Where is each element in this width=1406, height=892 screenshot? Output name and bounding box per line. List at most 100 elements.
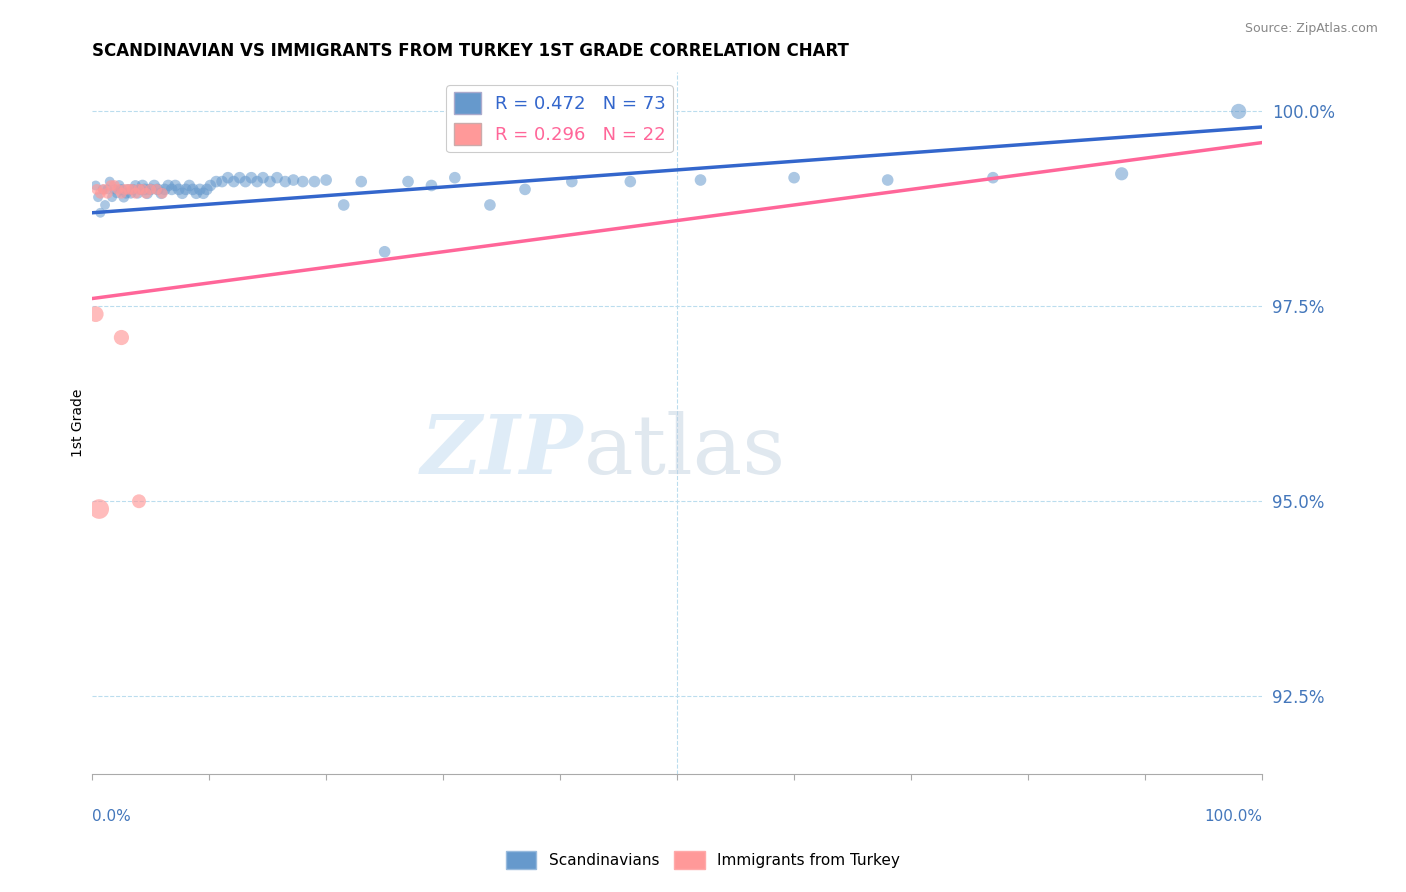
Legend: R = 0.472   N = 73, R = 0.296   N = 22: R = 0.472 N = 73, R = 0.296 N = 22 (446, 85, 673, 153)
Point (98, 175, 121, 189)
Point (121, 182, 143, 196)
Point (186, 186, 208, 201)
Point (291, 175, 314, 189)
Point (150, 186, 173, 201)
Point (86, 182, 108, 196)
Point (146, 182, 169, 196)
Point (110, 330, 132, 344)
Point (374, 244, 396, 259)
Point (145, 182, 167, 196)
Point (150, 186, 173, 201)
Point (513, 182, 536, 196)
Point (124, 186, 146, 201)
Point (172, 186, 194, 201)
Point (200, 178, 222, 193)
Point (117, 182, 139, 196)
Point (252, 170, 274, 185)
Point (153, 182, 176, 196)
Point (274, 175, 297, 189)
Point (96, 186, 118, 201)
Point (235, 175, 257, 189)
Point (100, 178, 122, 193)
Point (266, 170, 288, 185)
Point (304, 175, 326, 189)
Point (135, 186, 157, 201)
Point (1227, 104, 1250, 119)
Point (117, 182, 139, 196)
Point (93, 182, 115, 196)
Text: atlas: atlas (583, 411, 786, 491)
Point (114, 182, 136, 196)
Point (101, 190, 124, 204)
Point (105, 186, 128, 201)
Point (139, 182, 162, 196)
Point (259, 175, 281, 189)
Text: ZIP: ZIP (420, 411, 583, 491)
Point (165, 178, 187, 193)
Point (195, 182, 218, 196)
Point (129, 182, 152, 196)
Point (120, 186, 142, 201)
Point (108, 178, 131, 193)
Point (103, 182, 125, 196)
Point (107, 182, 129, 196)
Point (240, 170, 263, 185)
Point (561, 175, 583, 189)
Point (84, 178, 107, 193)
Point (179, 178, 201, 193)
Point (217, 170, 239, 185)
Point (134, 182, 156, 196)
Point (246, 175, 269, 189)
Text: Source: ZipAtlas.com: Source: ZipAtlas.com (1244, 22, 1378, 36)
Point (84, 307, 107, 321)
Point (283, 173, 305, 187)
Point (127, 186, 149, 201)
Point (89, 206, 111, 220)
Point (332, 198, 354, 212)
Point (122, 182, 145, 196)
Point (128, 182, 150, 196)
Point (783, 170, 806, 185)
Point (87, 190, 110, 204)
Point (131, 178, 153, 193)
Point (131, 182, 153, 196)
Point (167, 182, 190, 196)
Point (89, 186, 111, 201)
Point (350, 175, 373, 189)
Point (689, 173, 711, 187)
Point (478, 198, 501, 212)
Point (91, 182, 114, 196)
Point (89, 502, 111, 516)
Point (94, 198, 117, 212)
Point (143, 178, 166, 193)
Y-axis label: 1st Grade: 1st Grade (72, 389, 86, 458)
Point (228, 170, 250, 185)
Point (136, 186, 159, 201)
Point (1111, 167, 1133, 181)
Text: 0.0%: 0.0% (93, 809, 131, 824)
Point (315, 173, 337, 187)
Point (619, 175, 641, 189)
Point (222, 175, 245, 189)
Point (139, 182, 162, 196)
Point (128, 494, 150, 508)
Point (211, 175, 233, 189)
Point (193, 186, 215, 201)
Point (174, 182, 197, 196)
Point (115, 186, 138, 201)
Point (157, 178, 180, 193)
Point (876, 173, 898, 187)
Point (188, 182, 211, 196)
Point (443, 170, 465, 185)
Point (205, 175, 228, 189)
Point (96, 182, 118, 196)
Text: SCANDINAVIAN VS IMMIGRANTS FROM TURKEY 1ST GRADE CORRELATION CHART: SCANDINAVIAN VS IMMIGRANTS FROM TURKEY 1… (93, 42, 849, 60)
Point (396, 175, 419, 189)
Point (110, 182, 132, 196)
Legend: Scandinavians, Immigrants from Turkey: Scandinavians, Immigrants from Turkey (499, 845, 907, 875)
Point (103, 178, 125, 193)
Text: 100.0%: 100.0% (1204, 809, 1263, 824)
Point (160, 182, 183, 196)
Point (110, 186, 132, 201)
Point (181, 182, 204, 196)
